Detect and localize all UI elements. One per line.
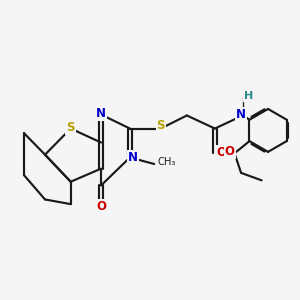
Text: O: O <box>96 200 106 213</box>
Text: H: H <box>244 91 254 101</box>
Text: N: N <box>128 151 138 164</box>
Text: O: O <box>225 145 235 158</box>
Text: N: N <box>96 107 106 120</box>
Text: N: N <box>236 108 246 121</box>
Text: S: S <box>66 121 75 134</box>
Text: S: S <box>157 119 165 132</box>
Text: CH₃: CH₃ <box>157 157 176 167</box>
Text: O: O <box>216 146 226 159</box>
